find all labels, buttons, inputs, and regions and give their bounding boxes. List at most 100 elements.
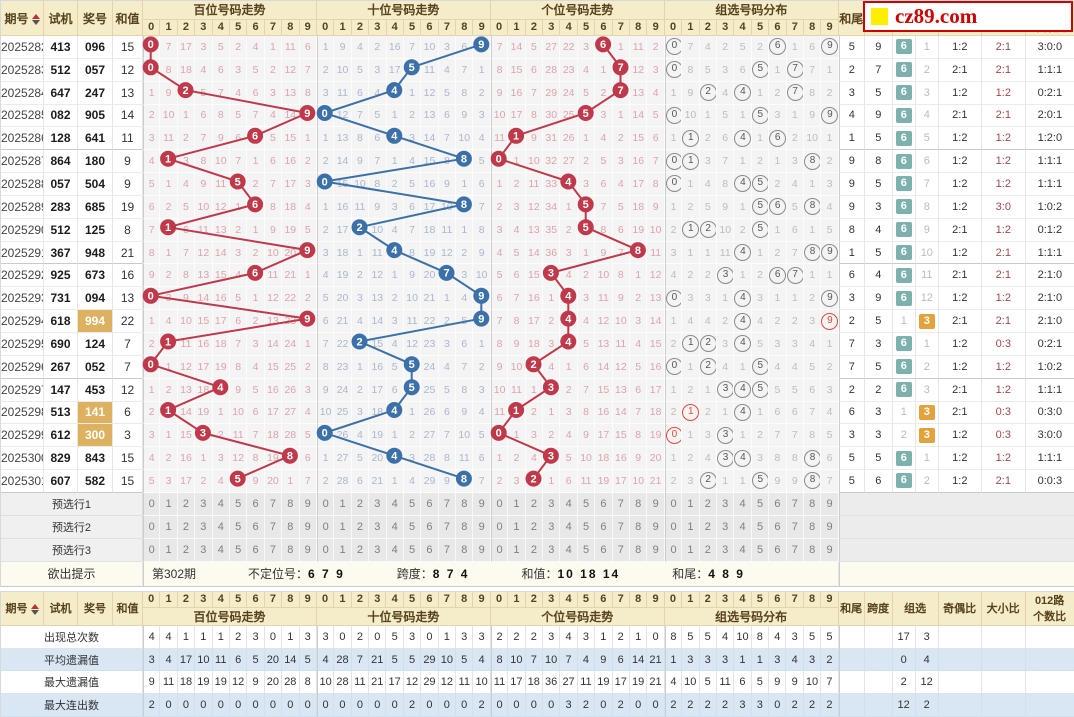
preselect-digit[interactable]: 3 [717,538,735,562]
preselect-digit[interactable]: 2 [699,492,718,516]
preselect-digit[interactable]: 7 [786,515,804,539]
preselect-digit[interactable]: 2 [351,538,370,562]
preselect-digit[interactable]: 3 [543,515,561,539]
preselect-digit[interactable]: 9 [821,538,839,562]
preselect-digit[interactable]: 5 [751,515,770,539]
preselect-digit[interactable]: 9 [299,515,317,539]
preselect-digit[interactable]: 0 [143,515,161,539]
preselect-digit[interactable]: 0 [143,492,161,516]
preselect-digit[interactable]: 5 [751,538,770,562]
preselect-digit[interactable]: 8 [456,492,474,516]
preselect-digit[interactable]: 0 [316,492,335,516]
preselect-digit[interactable]: 4 [212,538,230,562]
preselect-digit[interactable]: 4 [386,538,404,562]
preselect-digit[interactable]: 2 [699,538,718,562]
preselect-digit[interactable]: 9 [473,538,491,562]
preselect-digit[interactable]: 1 [334,538,352,562]
preselect-digit[interactable]: 7 [612,538,631,562]
preselect-digit[interactable]: 5 [229,538,248,562]
preselect-digit[interactable]: 4 [212,515,230,539]
col-issue-header[interactable]: 期号 [1,1,44,36]
preselect-digit[interactable]: 4 [734,492,752,516]
preselect-digit[interactable]: 9 [821,515,839,539]
preselect-digit[interactable]: 2 [177,538,196,562]
preselect-digit[interactable]: 5 [403,492,422,516]
preselect-digit[interactable]: 6 [595,515,613,539]
preselect-digit[interactable]: 0 [490,515,509,539]
preselect-digit[interactable]: 7 [786,492,804,516]
preselect-digit[interactable]: 3 [195,492,213,516]
preselect-digit[interactable]: 3 [369,538,387,562]
preselect-digit[interactable]: 1 [508,492,526,516]
preselect-digit[interactable]: 0 [143,538,161,562]
preselect-digit[interactable]: 8 [630,492,648,516]
preselect-digit[interactable]: 9 [821,492,839,516]
site-logo[interactable]: cz89.com [863,1,1073,32]
preselect-digit[interactable]: 4 [212,492,230,516]
preselect-digit[interactable]: 9 [473,515,491,539]
preselect-digit[interactable]: 5 [577,538,596,562]
preselect-digit[interactable]: 3 [717,515,735,539]
preselect-digit[interactable]: 0 [490,538,509,562]
preselect-digit[interactable]: 1 [334,515,352,539]
preselect-digit[interactable]: 8 [803,492,822,516]
preselect-digit[interactable]: 6 [421,492,439,516]
preselect-digit[interactable]: 4 [734,515,752,539]
preselect-digit[interactable]: 2 [351,515,370,539]
preselect-digit[interactable]: 8 [630,515,648,539]
preselect-digit[interactable]: 4 [386,515,404,539]
preselect-digit[interactable]: 6 [595,492,613,516]
preselect-digit[interactable]: 0 [664,515,683,539]
preselect-digit[interactable]: 7 [264,538,283,562]
preselect-digit[interactable]: 5 [229,492,248,516]
preselect-digit[interactable]: 9 [299,538,317,562]
preselect-digit[interactable]: 0 [490,492,509,516]
preselect-digit[interactable]: 7 [612,492,631,516]
preselect-digit[interactable]: 5 [403,515,422,539]
preselect-digit[interactable]: 6 [421,538,439,562]
preselect-digit[interactable]: 4 [560,492,578,516]
preselect-digit[interactable]: 0 [664,538,683,562]
preselect-digit[interactable]: 5 [751,492,770,516]
preselect-digit[interactable]: 1 [508,515,526,539]
preselect-digit[interactable]: 1 [682,538,700,562]
preselect-digit[interactable]: 7 [438,515,457,539]
preselect-digit[interactable]: 6 [247,538,265,562]
preselect-digit[interactable]: 9 [647,492,665,516]
preselect-digit[interactable]: 1 [682,515,700,539]
preselect-digit[interactable]: 7 [264,492,283,516]
preselect-digit[interactable]: 7 [438,492,457,516]
preselect-digit[interactable]: 8 [456,515,474,539]
preselect-digit[interactable]: 9 [299,492,317,516]
preselect-digit[interactable]: 0 [316,515,335,539]
preselect-digit[interactable]: 9 [647,515,665,539]
preselect-digit[interactable]: 3 [717,492,735,516]
preselect-digit[interactable]: 1 [682,492,700,516]
preselect-digit[interactable]: 8 [803,538,822,562]
preselect-digit[interactable]: 7 [438,538,457,562]
preselect-digit[interactable]: 7 [786,538,804,562]
preselect-digit[interactable]: 2 [525,538,544,562]
preselect-digit[interactable]: 1 [160,538,178,562]
preselect-digit[interactable]: 2 [525,515,544,539]
preselect-digit[interactable]: 2 [177,515,196,539]
sort-icon[interactable] [31,13,40,25]
preselect-digit[interactable]: 1 [334,492,352,516]
preselect-digit[interactable]: 9 [647,538,665,562]
preselect-digit[interactable]: 6 [247,515,265,539]
preselect-digit[interactable]: 6 [769,492,787,516]
preselect-digit[interactable]: 0 [664,492,683,516]
preselect-digit[interactable]: 4 [734,538,752,562]
preselect-digit[interactable]: 7 [612,515,631,539]
preselect-digit[interactable]: 8 [630,538,648,562]
preselect-digit[interactable]: 5 [229,515,248,539]
preselect-digit[interactable]: 8 [282,515,300,539]
preselect-digit[interactable]: 8 [803,515,822,539]
preselect-digit[interactable]: 3 [369,492,387,516]
preselect-digit[interactable]: 6 [769,515,787,539]
preselect-digit[interactable]: 4 [386,492,404,516]
preselect-digit[interactable]: 8 [282,538,300,562]
preselect-digit[interactable]: 0 [316,538,335,562]
preselect-digit[interactable]: 9 [473,492,491,516]
preselect-digit[interactable]: 2 [177,492,196,516]
